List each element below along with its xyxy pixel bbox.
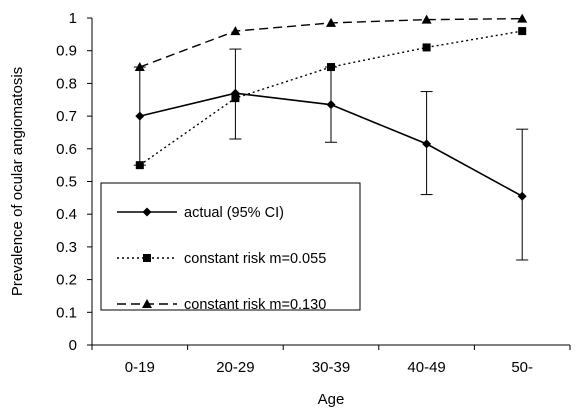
data-point-square bbox=[518, 27, 527, 36]
data-point-triangle bbox=[230, 26, 241, 36]
series-triangle bbox=[134, 13, 528, 72]
data-point-triangle bbox=[142, 299, 152, 308]
legend-label: constant risk m=0.130 bbox=[184, 297, 326, 313]
x-axis-title: Age bbox=[318, 391, 345, 408]
legend-box bbox=[100, 182, 361, 311]
legend-label: actual (95% CI) bbox=[184, 205, 284, 221]
legend: actual (95% CI) constant risk m=0.055 cons… bbox=[100, 182, 361, 313]
y-tick-label: 0.8 bbox=[56, 75, 77, 92]
data-point-diamond bbox=[142, 207, 152, 217]
data-point-triangle bbox=[517, 13, 528, 23]
data-point-triangle bbox=[421, 14, 432, 24]
series-diamond bbox=[133, 48, 529, 261]
data-point-diamond bbox=[230, 88, 240, 98]
y-tick-label: 0.2 bbox=[56, 272, 77, 289]
legend-label: constant risk m=0.055 bbox=[184, 251, 326, 267]
data-point-square bbox=[422, 43, 431, 52]
y-axis-title: Prevalence of ocular angiomatosis bbox=[9, 67, 26, 296]
data-point-diamond bbox=[517, 191, 527, 201]
y-tick-label: 0.9 bbox=[56, 43, 77, 60]
y-tick-label: 0 bbox=[69, 337, 77, 354]
y-tick-label: 0.3 bbox=[56, 239, 77, 256]
data-point-diamond bbox=[326, 100, 336, 110]
x-tick-label: 0-19 bbox=[125, 359, 155, 376]
y-tick-label: 0.6 bbox=[56, 141, 77, 158]
y-tick-label: 0.1 bbox=[56, 304, 77, 321]
x-tick-label: 30-39 bbox=[312, 359, 350, 376]
x-tick-label: 50- bbox=[511, 359, 533, 376]
x-tick-label: 20-29 bbox=[216, 359, 254, 376]
data-point-triangle bbox=[326, 17, 336, 27]
y-tick-label: 0.7 bbox=[56, 108, 77, 125]
x-tick-label: 40-49 bbox=[407, 359, 445, 376]
y-tick-label: 0.5 bbox=[56, 174, 77, 191]
y-tick-label: 0.4 bbox=[56, 206, 77, 223]
data-point-square bbox=[143, 254, 151, 262]
data-point-diamond bbox=[135, 111, 145, 121]
y-tick-label: 1 bbox=[69, 10, 77, 27]
data-point-diamond bbox=[422, 139, 432, 149]
